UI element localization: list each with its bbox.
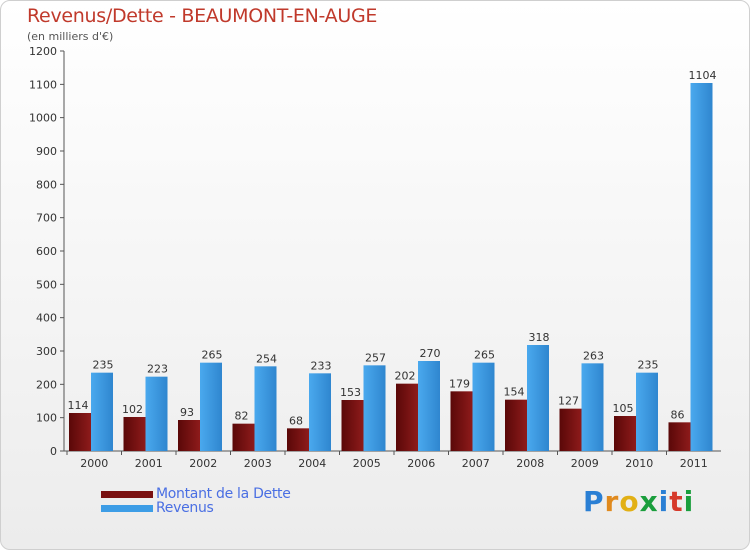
data-labels: 114 235 102 223 93 265 82 254 68 233 153 257 202 270 1… [68,69,717,427]
bar-revenus [91,372,113,451]
y-tick-label: 200 [36,378,57,391]
data-label-revenus: 233 [311,359,332,372]
x-tick-label: 2007 [462,457,490,470]
data-label-dette: 154 [504,386,525,399]
x-tick-label: 2005 [353,457,381,470]
bar-revenus [472,362,495,451]
legend-label-dette: Montant de la Dette [156,486,291,502]
logo-letter: o [619,485,640,518]
data-label-revenus: 257 [365,351,386,364]
logo-letter: t [669,485,684,518]
data-label-revenus: 270 [420,347,441,360]
bar-revenus [690,83,713,451]
data-label-dette: 93 [180,406,194,419]
data-label-revenus: 318 [529,331,550,344]
data-label-revenus: 265 [202,349,223,362]
bar-revenus [418,361,440,451]
bar-dette [559,408,582,451]
x-tick-label: 2011 [680,457,708,470]
bar-revenus [145,376,168,451]
x-tick-label: 2010 [625,457,653,470]
y-tick-label: 400 [36,312,57,325]
data-label-dette: 102 [122,403,143,416]
legend-swatch-dette [101,491,153,498]
bar-dette [396,383,418,451]
y-tick-label: 300 [36,345,57,358]
data-label-dette: 68 [289,414,303,427]
logo-letter: r [604,485,620,518]
y-tick-label: 600 [36,245,57,258]
y-tick-label: 1100 [29,78,57,91]
y-tick-label: 0 [50,445,57,458]
data-label-revenus: 263 [583,349,604,362]
x-tick-label: 2008 [516,457,544,470]
bar-revenus [254,366,277,451]
bar-revenus [363,365,386,451]
data-label-dette: 202 [395,370,416,383]
bar-revenus [200,362,222,451]
bar-revenus [581,363,604,451]
x-tick-label: 2001 [135,457,163,470]
chart-subtitle: (en milliers d'€) [27,30,114,43]
bar-dette [232,423,255,451]
data-label-revenus: 265 [474,349,495,362]
bar-dette [178,420,200,451]
bar-revenus [527,345,549,451]
bar-dette [341,400,364,451]
data-label-dette: 82 [235,410,249,423]
data-label-dette: 86 [671,408,685,421]
bar-dette [668,422,691,451]
data-label-dette: 127 [558,395,579,408]
y-tick-label: 700 [36,212,57,225]
x-tick-label: 2004 [298,457,326,470]
bar-dette [614,416,636,451]
data-label-revenus: 1104 [689,69,717,82]
data-label-dette: 105 [613,402,634,415]
bar-dette [505,399,527,451]
y-tick-label: 1000 [29,112,57,125]
data-label-dette: 153 [340,386,361,399]
bar-revenus [309,373,331,451]
data-label-dette: 114 [68,399,89,412]
proxiti-logo: Proxiti [583,485,694,525]
x-tick-label: 2002 [189,457,217,470]
bar-revenus [636,372,658,451]
chart-title: Revenus/Dette - BEAUMONT-EN-AUGE [27,5,378,27]
logo-letter: x [639,485,659,518]
logo-letter: P [583,485,605,518]
logo-letter: i [683,485,695,518]
data-label-revenus: 235 [638,359,659,372]
bars [69,83,713,451]
data-label-revenus: 223 [147,363,168,376]
bar-dette [450,391,473,451]
bar-dette [287,428,309,451]
x-tick-label: 2000 [80,457,108,470]
y-tick-label: 100 [36,412,57,425]
x-tick-label: 2003 [244,457,272,470]
y-tick-label: 800 [36,178,57,191]
y-tick-label: 900 [36,145,57,158]
y-tick-label: 500 [36,278,57,291]
bar-dette [69,413,91,451]
legend-swatch-revenus [101,505,153,512]
axes: 0 100 200 300 400 500 600 700 800 900 1000 1100 1200… [29,45,721,470]
bar-dette [123,417,146,451]
x-tick-label: 2006 [407,457,435,470]
logo-letter: i [658,485,670,518]
data-label-revenus: 254 [256,352,277,365]
y-tick-label: 1200 [29,45,57,58]
x-tick-label: 2009 [571,457,599,470]
data-label-revenus: 235 [93,359,114,372]
data-label-dette: 179 [449,377,470,390]
legend-label-revenus: Revenus [156,500,214,516]
